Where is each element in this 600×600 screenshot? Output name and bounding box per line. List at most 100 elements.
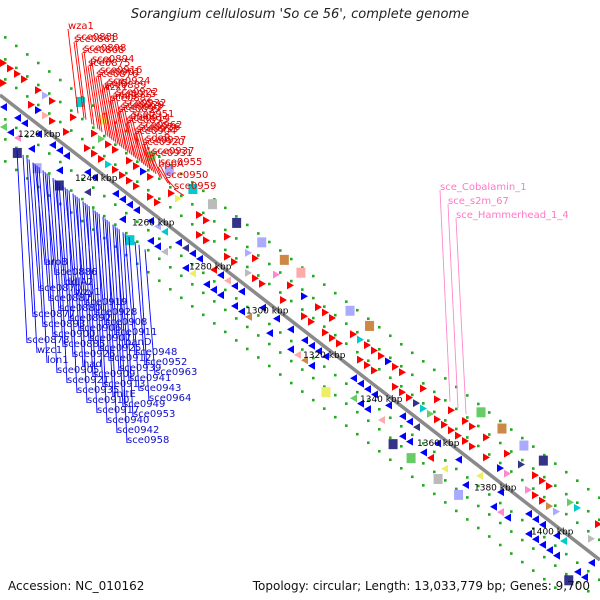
leader-line [67, 28, 79, 114]
reverse-gene [196, 254, 203, 263]
reverse-gene [399, 432, 406, 441]
leader-line [81, 52, 93, 125]
tick-dot [532, 569, 535, 572]
tick-dot [554, 586, 557, 589]
tick-dot [466, 496, 469, 499]
tick-dot [4, 138, 7, 141]
tick-dot [279, 249, 282, 252]
reverse-gene [84, 188, 91, 197]
forward-gene [574, 503, 581, 512]
forward-gene [336, 339, 343, 348]
reverse-gene [294, 350, 301, 359]
accession-text: Accession: NC_010162 [8, 579, 145, 593]
tick-dot [70, 169, 73, 172]
reverse-gene [35, 130, 42, 139]
tick-dot [59, 160, 62, 164]
leader-line [98, 213, 110, 362]
tick-dot [213, 322, 216, 325]
reverse-gene [14, 113, 21, 122]
tick-dot [334, 333, 337, 337]
forward-gene [42, 91, 49, 100]
feature-block [406, 453, 416, 464]
gene-label: wza1 [68, 21, 94, 32]
forward-gene [420, 384, 427, 393]
tick-dot [70, 189, 73, 192]
tick-dot [466, 436, 469, 439]
reverse-gene [203, 280, 210, 289]
tick-dot [521, 458, 524, 462]
tick-dot [4, 58, 7, 61]
tick-dot [543, 555, 546, 559]
tick-dot [488, 453, 491, 456]
gene-label: sce0937 [152, 146, 194, 157]
tick-dot [136, 180, 139, 183]
tick-dot [477, 402, 480, 406]
leader-line [78, 198, 90, 342]
kbp-label: 1300 kbp [246, 307, 289, 317]
reverse-gene [560, 537, 567, 545]
tick-dot [312, 356, 315, 360]
tick-dot [488, 433, 491, 436]
tick-dot [301, 266, 304, 269]
gene-label: sce0940 [107, 415, 149, 426]
tick-dot [246, 265, 249, 269]
reverse-gene [84, 168, 91, 177]
gene-label: sce0885 [63, 339, 105, 350]
forward-gene [7, 64, 14, 73]
forward-gene [392, 362, 399, 371]
forward-gene [28, 100, 35, 109]
gene-label: sce0959 [174, 181, 216, 192]
tick-dot [246, 325, 249, 329]
tick-dot [433, 450, 436, 454]
forward-gene [105, 140, 112, 149]
leader-line [124, 233, 136, 356]
tick-dot [26, 155, 29, 158]
tick-dot [422, 442, 425, 445]
leader-line [129, 118, 141, 162]
reverse-gene [574, 567, 581, 576]
tick-dot [323, 407, 326, 410]
forward-gene [126, 176, 133, 185]
tick-dot [301, 308, 304, 311]
tick-dot [356, 390, 359, 394]
tick-dot [521, 560, 524, 564]
forward-gene [413, 399, 420, 408]
tick-dot [70, 109, 73, 112]
gene-label: sce0921 [67, 375, 109, 386]
feature-block [454, 489, 464, 500]
tick-dot [147, 188, 150, 192]
tick-dot [191, 181, 194, 184]
reverse-gene [259, 303, 266, 312]
tick-dot [180, 274, 183, 278]
leader-line [439, 189, 451, 402]
leader-line [16, 150, 28, 344]
tick-dot [180, 194, 183, 198]
tick-dot [576, 581, 579, 584]
forward-gene [427, 409, 434, 418]
tick-dot [180, 296, 183, 300]
reverse-gene [497, 508, 504, 517]
gene-label: sce0914 [128, 113, 170, 124]
tick-dot [81, 197, 84, 201]
gene-label: sce0927 [144, 135, 186, 146]
gene-label: sce0913 [103, 379, 145, 390]
reverse-gene [490, 502, 497, 511]
forward-gene [357, 355, 364, 364]
reverse-gene [273, 314, 280, 323]
forward-gene [91, 129, 98, 138]
reverse-gene [301, 356, 308, 365]
tick-dot [312, 274, 315, 278]
tick-dot [345, 342, 348, 345]
tick-dot [26, 177, 29, 180]
reverse-gene [308, 361, 315, 370]
tick-dot [59, 120, 62, 124]
tick-dot [455, 509, 458, 513]
gene-label: sce0943 [139, 383, 181, 394]
forward-gene [315, 303, 322, 312]
gene-label: sce0868 [82, 45, 124, 56]
tick-dot [345, 322, 348, 325]
tick-dot [268, 262, 271, 266]
reverse-gene [406, 417, 413, 426]
leader-line [54, 179, 66, 286]
leader-line [123, 105, 135, 157]
